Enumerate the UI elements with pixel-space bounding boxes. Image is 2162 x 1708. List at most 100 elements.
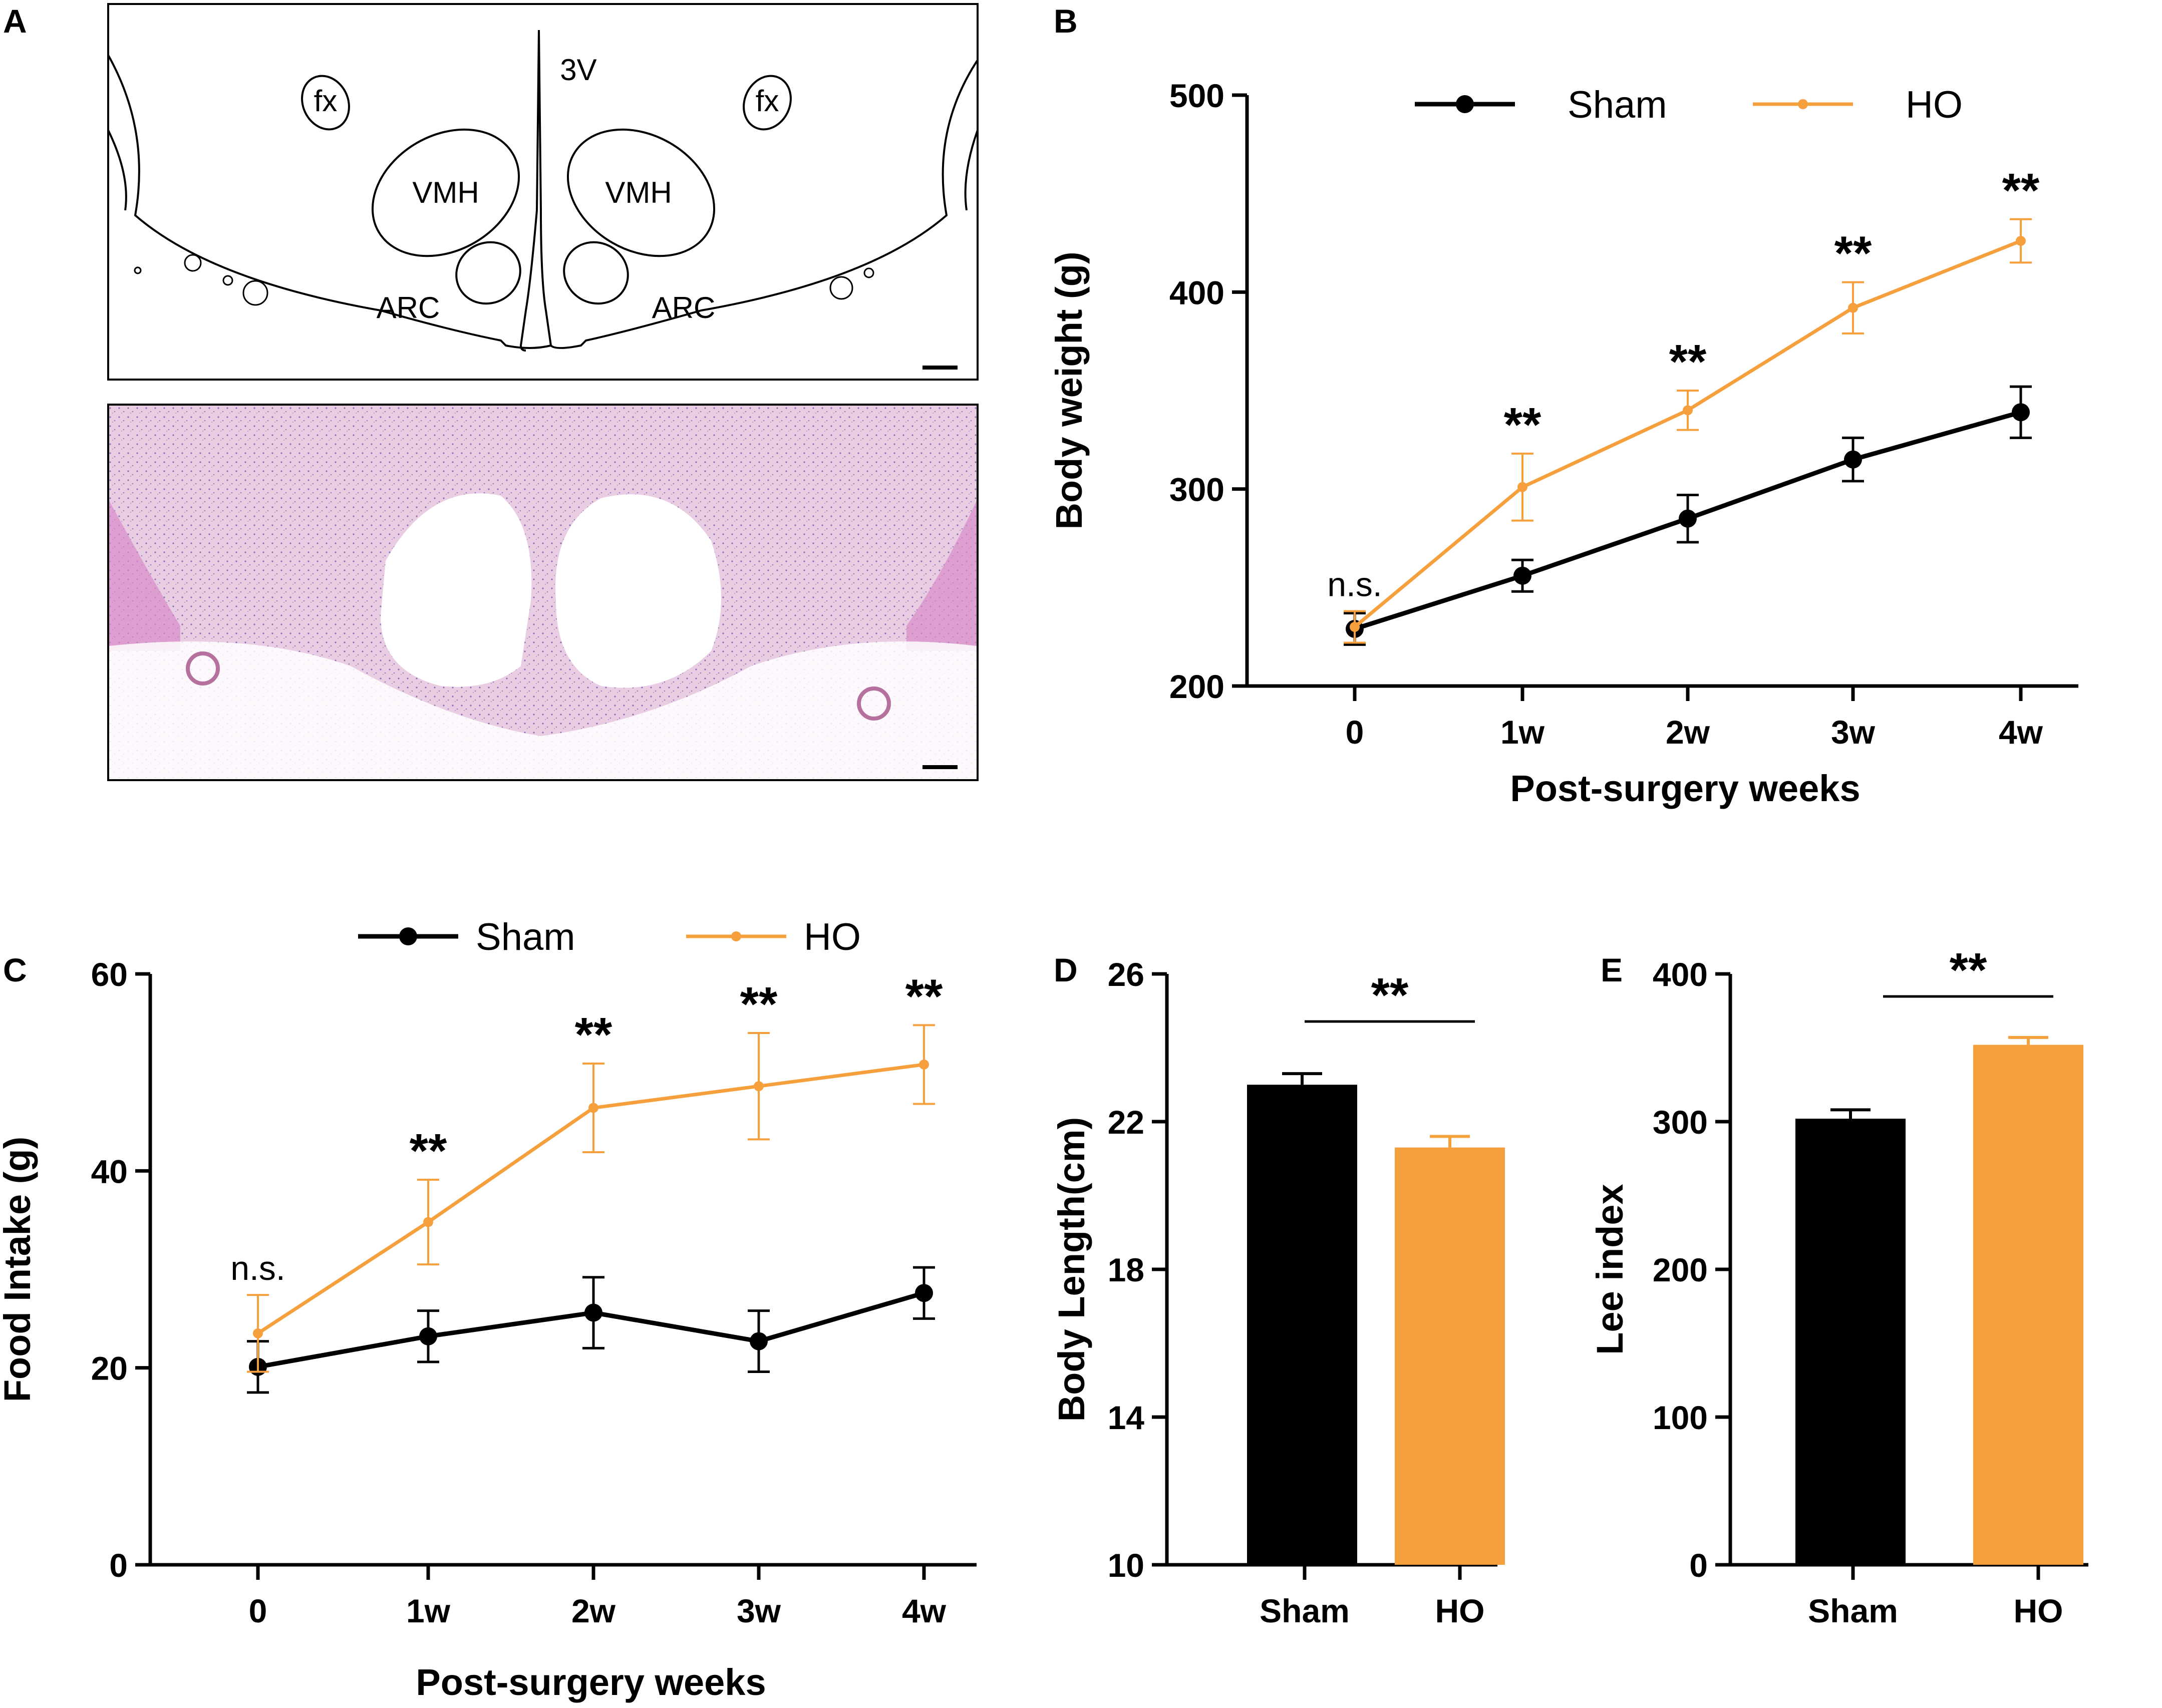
data-point <box>2016 236 2026 246</box>
x-tick-label: HO <box>1435 1592 1485 1629</box>
significance-label: ** <box>740 977 778 1031</box>
data-point <box>423 1217 433 1227</box>
significance-label: ** <box>1504 398 1541 452</box>
y-tick-label: 200 <box>1653 1251 1708 1288</box>
histology-cavity-right <box>555 494 721 688</box>
y-tick-label: 40 <box>91 1153 128 1190</box>
y-tick-label: 20 <box>91 1350 128 1387</box>
histology-region <box>109 501 180 651</box>
y-tick-label: 18 <box>1108 1251 1144 1288</box>
data-point <box>915 1284 933 1302</box>
edge-right <box>964 130 979 211</box>
x-tick-label: 0 <box>1346 714 1364 751</box>
y-tick-label: 200 <box>1169 668 1224 705</box>
significance-label: ** <box>1371 968 1409 1022</box>
vmh-left-outline <box>371 128 520 257</box>
significance-label: ** <box>905 969 943 1023</box>
y-tick-label: 300 <box>1169 471 1224 508</box>
y-tick-label: 500 <box>1169 77 1224 114</box>
y-tick-label: 60 <box>91 956 128 993</box>
x-tick-label: 4w <box>1999 714 2043 751</box>
panel-letter-a: A <box>3 3 27 40</box>
histology-vessel <box>186 651 220 686</box>
data-point <box>1679 509 1697 528</box>
y-axis-title: Lee index <box>1589 1184 1631 1354</box>
scale-bar <box>922 366 958 370</box>
x-axis-title: Post-surgery weeks <box>416 1661 766 1703</box>
x-tick-label: 2w <box>571 1592 616 1629</box>
edge-left <box>107 130 127 211</box>
y-tick-label: 14 <box>1108 1399 1145 1436</box>
midline-left <box>107 30 552 352</box>
data-point <box>1848 302 1858 313</box>
histology-region <box>906 501 977 651</box>
chart-b: 200 300 400 500 0 1w 2w 3w 4w Post-surgery weeks B… <box>1048 77 2078 809</box>
y-tick-label: 0 <box>109 1547 128 1584</box>
y-tick-label: 26 <box>1108 956 1144 993</box>
data-point <box>1350 622 1360 632</box>
data-point <box>419 1327 437 1345</box>
data-point <box>2012 403 2030 422</box>
y-tick-label: 10 <box>1108 1547 1144 1584</box>
fx-right-outline <box>743 75 792 131</box>
bar <box>1395 1147 1505 1565</box>
vessel-icon <box>242 280 268 306</box>
x-tick-label: 1w <box>1500 714 1545 751</box>
panel-a-schematic: fx fx 3V VMH VMH ARC ARC <box>107 3 979 381</box>
vessel-icon <box>184 254 202 272</box>
panel-a-histology <box>107 404 979 781</box>
vmh-right-outline <box>566 128 716 257</box>
scale-bar <box>922 765 958 769</box>
y-tick-label: 300 <box>1653 1104 1708 1141</box>
x-tick-label: HO <box>2014 1592 2063 1629</box>
x-tick-label: 0 <box>249 1592 267 1629</box>
legend-marker <box>399 927 417 945</box>
bar <box>1795 1119 1906 1565</box>
significance-label: ** <box>575 1008 612 1062</box>
label-fx-right: fx <box>756 84 779 118</box>
legend-label: HO <box>1906 84 1963 126</box>
significance-label: ** <box>410 1124 447 1178</box>
panel-letter-c: C <box>3 951 27 988</box>
fx-left-outline <box>301 75 350 131</box>
significance-label: ** <box>1669 335 1707 389</box>
x-tick-label: Sham <box>1808 1592 1898 1629</box>
histology-bottom <box>109 641 977 779</box>
histology-cavity-left <box>381 493 532 687</box>
arc-right-outline <box>563 241 629 305</box>
legend-label: HO <box>804 916 861 958</box>
legend-label: Sham <box>476 916 575 958</box>
data-point <box>919 1059 929 1070</box>
y-tick-label: 22 <box>1108 1104 1144 1141</box>
chart-c: 0 20 40 60 0 1w 2w 3w 4w Post-surgery weeks Food I… <box>0 916 977 1703</box>
bar <box>1247 1085 1357 1565</box>
label-vmh-right: VMH <box>605 176 672 209</box>
panel-letter-b: B <box>1054 3 1078 40</box>
x-tick-label: 1w <box>406 1592 451 1629</box>
data-point <box>1844 450 1862 469</box>
legend-marker <box>1456 95 1474 113</box>
panel-letter-d: D <box>1054 951 1078 988</box>
data-point <box>1683 405 1693 416</box>
x-axis-title: Post-surgery weeks <box>1510 768 1860 809</box>
y-tick-label: 400 <box>1169 274 1224 311</box>
significance-label: n.s. <box>1327 566 1382 604</box>
series-sham <box>247 1266 935 1394</box>
x-tick-label: 3w <box>737 1592 781 1629</box>
label-arc-left: ARC <box>377 291 440 324</box>
vessel-icon <box>863 267 874 278</box>
y-axis-title: Body weight (g) <box>1048 252 1090 530</box>
y-axis-title: Body Length(cm) <box>1051 1117 1092 1422</box>
chart-d: 10 14 18 22 26 Sham HO Body Length(cm) ** <box>1051 956 1505 1629</box>
x-tick-label: 3w <box>1831 714 1876 751</box>
significance-label: ** <box>2002 164 2040 217</box>
data-point <box>588 1103 598 1113</box>
data-point <box>750 1332 768 1350</box>
midline-right <box>550 59 979 349</box>
legend-label: Sham <box>1568 84 1667 126</box>
vessel-icon <box>829 276 853 300</box>
data-point <box>584 1303 602 1322</box>
series-ho <box>1344 218 2032 644</box>
chart-e: 0 100 200 300 400 Sham HO Lee index ** <box>1589 943 2088 1629</box>
